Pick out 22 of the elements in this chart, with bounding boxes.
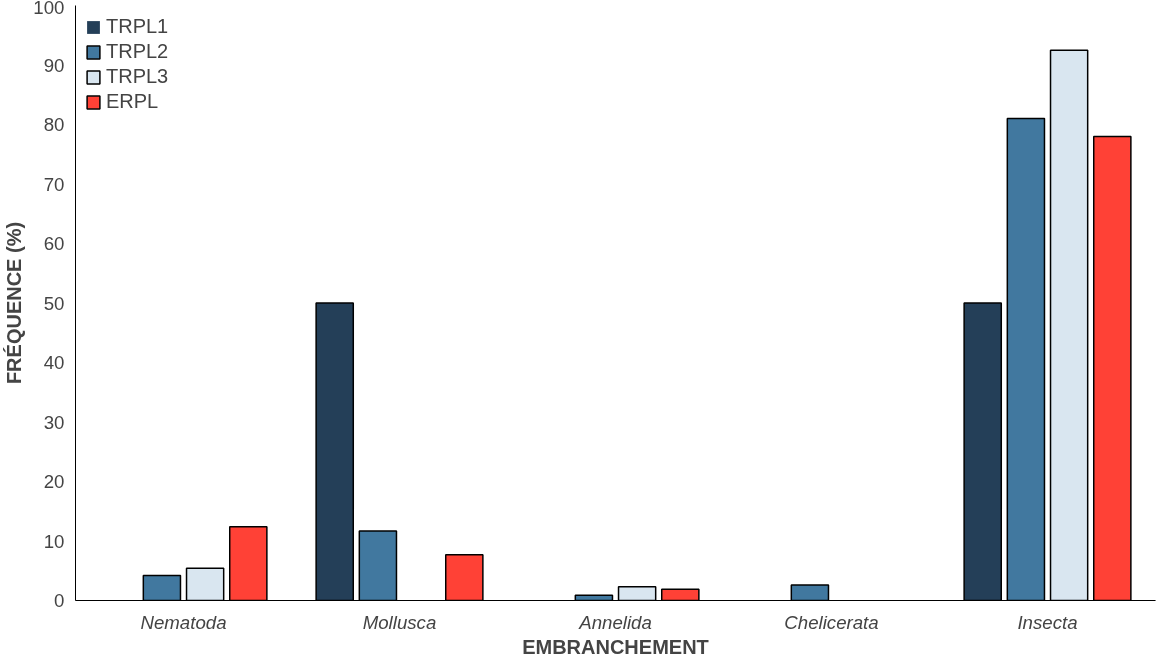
x-axis-title: EMBRANCHEMENT xyxy=(522,635,709,658)
legend-label: TRPL1 xyxy=(106,15,169,38)
y-tick-label: 80 xyxy=(43,114,65,135)
x-tick-label: Nematoda xyxy=(140,611,227,633)
x-tick-label: Mollusca xyxy=(362,611,437,633)
y-tick-label: 70 xyxy=(43,173,65,195)
y-tick-label: 100 xyxy=(33,0,65,18)
y-tick-label: 10 xyxy=(43,530,65,552)
y-tick-label: 60 xyxy=(43,233,65,254)
x-tick-label: Insecta xyxy=(1017,611,1078,633)
legend-label: TRPL2 xyxy=(106,40,169,63)
y-tick-label: 30 xyxy=(43,411,65,433)
legend-label: ERPL xyxy=(106,90,159,113)
x-tick-label: Annelida xyxy=(578,611,652,633)
y-tick-label: 40 xyxy=(43,352,65,373)
y-tick-label: 90 xyxy=(43,54,65,76)
y-tick-label: 20 xyxy=(43,471,65,492)
y-tick-label: 50 xyxy=(43,292,65,314)
legend-label: TRPL3 xyxy=(106,65,169,88)
y-axis-title: FRÉQUENCE (%) xyxy=(3,221,26,385)
y-tick-label: 0 xyxy=(54,590,65,611)
x-tick-label: Chelicerata xyxy=(784,611,879,633)
